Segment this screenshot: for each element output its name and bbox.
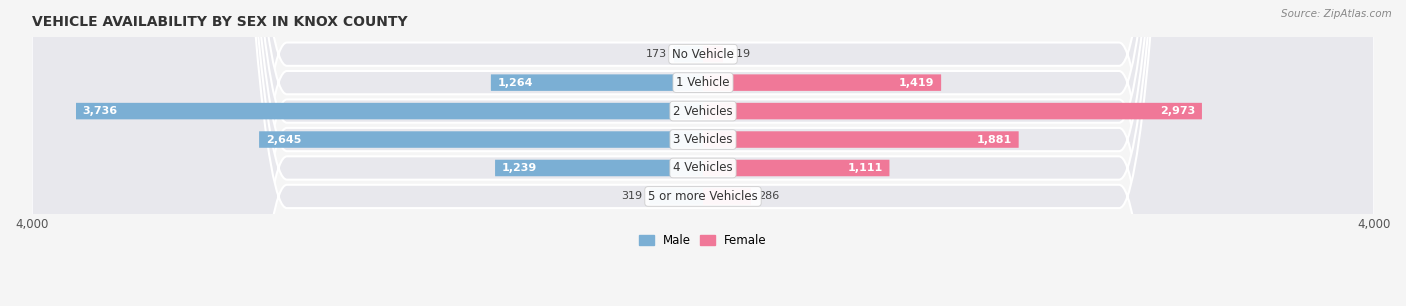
Text: 3,736: 3,736 (83, 106, 118, 116)
FancyBboxPatch shape (259, 131, 703, 148)
FancyBboxPatch shape (32, 0, 1374, 306)
Text: 1,264: 1,264 (498, 78, 533, 88)
FancyBboxPatch shape (703, 74, 941, 91)
Text: 1,419: 1,419 (898, 78, 935, 88)
Text: 286: 286 (758, 192, 779, 201)
Text: 4 Vehicles: 4 Vehicles (673, 162, 733, 174)
Text: 2 Vehicles: 2 Vehicles (673, 105, 733, 118)
Text: 319: 319 (621, 192, 643, 201)
Text: 1,881: 1,881 (977, 135, 1012, 144)
FancyBboxPatch shape (495, 160, 703, 176)
FancyBboxPatch shape (650, 188, 703, 205)
Text: 3 Vehicles: 3 Vehicles (673, 133, 733, 146)
Text: 2,645: 2,645 (266, 135, 301, 144)
Text: 1,239: 1,239 (502, 163, 537, 173)
FancyBboxPatch shape (32, 0, 1374, 306)
FancyBboxPatch shape (703, 103, 1202, 119)
Text: No Vehicle: No Vehicle (672, 48, 734, 61)
FancyBboxPatch shape (703, 188, 751, 205)
FancyBboxPatch shape (76, 103, 703, 119)
FancyBboxPatch shape (32, 0, 1374, 306)
FancyBboxPatch shape (673, 46, 703, 62)
Text: 119: 119 (730, 49, 751, 59)
Text: 1,111: 1,111 (848, 163, 883, 173)
FancyBboxPatch shape (703, 46, 723, 62)
Text: Source: ZipAtlas.com: Source: ZipAtlas.com (1281, 9, 1392, 19)
Text: 173: 173 (647, 49, 668, 59)
FancyBboxPatch shape (32, 0, 1374, 306)
FancyBboxPatch shape (32, 0, 1374, 306)
FancyBboxPatch shape (32, 0, 1374, 306)
Text: VEHICLE AVAILABILITY BY SEX IN KNOX COUNTY: VEHICLE AVAILABILITY BY SEX IN KNOX COUN… (32, 15, 408, 29)
Legend: Male, Female: Male, Female (634, 229, 772, 252)
FancyBboxPatch shape (703, 131, 1019, 148)
FancyBboxPatch shape (703, 160, 890, 176)
Text: 2,973: 2,973 (1160, 106, 1195, 116)
FancyBboxPatch shape (491, 74, 703, 91)
Text: 5 or more Vehicles: 5 or more Vehicles (648, 190, 758, 203)
Text: 1 Vehicle: 1 Vehicle (676, 76, 730, 89)
